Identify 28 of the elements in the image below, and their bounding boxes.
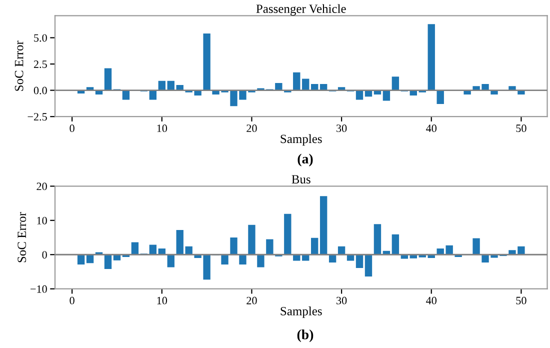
x-tick-label: 0: [70, 296, 74, 304]
x-axis-title: Samples: [280, 306, 322, 318]
y-tick-label: 2.5: [34, 60, 47, 68]
x-tick-label: 10: [157, 296, 168, 304]
chart-title: Bus: [292, 175, 310, 184]
y-tick-label: 10: [37, 216, 47, 224]
x-tick-label: 30: [336, 296, 347, 304]
x-tick-label: 0: [70, 124, 74, 132]
y-tick-label: −10: [30, 285, 47, 293]
text: (b): [297, 330, 314, 342]
chart-title: Passenger Vehicle: [256, 4, 346, 16]
x-tick-label: 40: [426, 124, 437, 132]
x-tick-label: 50: [516, 296, 526, 304]
y-tick-label: 5.0: [34, 34, 47, 42]
text: (a): [298, 154, 313, 166]
y-axis-title: SoC Error: [18, 212, 26, 262]
x-tick-label: 50: [516, 124, 526, 132]
x-tick-label: 20: [246, 296, 257, 304]
x-tick-label: 10: [157, 124, 168, 132]
x-tick-label: 20: [246, 124, 257, 132]
y-tick-label: 0.0: [34, 86, 47, 94]
x-tick-label: 40: [426, 296, 437, 304]
y-tick-label: −2.5: [28, 113, 47, 121]
x-tick-label: 30: [336, 124, 347, 132]
y-axis-title: SoC Error: [14, 40, 24, 91]
x-axis-title: Samples: [280, 134, 322, 146]
y-tick-label: 0: [42, 251, 47, 259]
y-tick-label: 20: [36, 182, 47, 190]
